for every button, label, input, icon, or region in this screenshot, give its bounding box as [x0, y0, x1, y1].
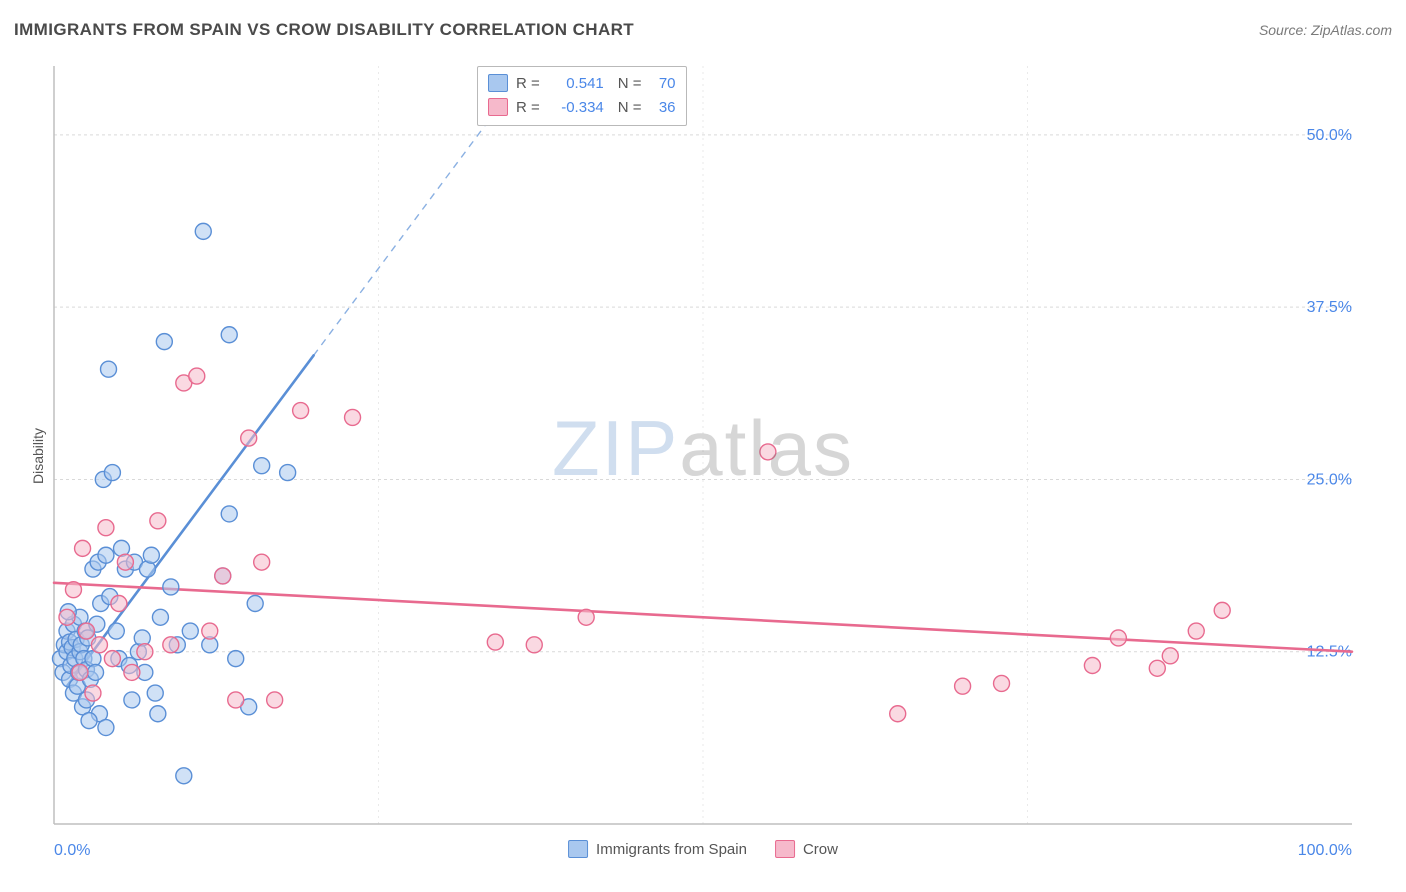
data-point	[91, 637, 107, 653]
y-axis-tick-label: 50.0%	[1307, 127, 1352, 144]
data-point	[293, 403, 309, 419]
data-point	[163, 637, 179, 653]
data-point	[85, 685, 101, 701]
data-point	[1162, 648, 1178, 664]
legend-swatch	[775, 840, 795, 858]
data-point	[280, 465, 296, 481]
data-point	[137, 644, 153, 660]
r-label: R =	[516, 99, 540, 116]
data-point	[150, 513, 166, 529]
data-point	[1084, 658, 1100, 674]
data-point	[98, 720, 114, 736]
data-point	[1110, 630, 1126, 646]
data-point	[228, 651, 244, 667]
data-point	[955, 678, 971, 694]
data-point	[156, 334, 172, 350]
data-point	[101, 361, 117, 377]
n-value: 70	[650, 75, 676, 92]
data-point	[1214, 602, 1230, 618]
data-point	[88, 664, 104, 680]
data-point	[267, 692, 283, 708]
data-point	[111, 595, 127, 611]
data-point	[578, 609, 594, 625]
correlation-stats-box: R = 0.541 N = 70 R = -0.334 N = 36	[477, 66, 687, 126]
data-point	[59, 609, 75, 625]
data-point	[760, 444, 776, 460]
data-point	[143, 547, 159, 563]
data-point	[98, 547, 114, 563]
data-point	[254, 554, 270, 570]
scatter-chart-svg: 12.5%25.0%37.5%50.0%	[14, 56, 1392, 856]
data-point	[890, 706, 906, 722]
data-point	[163, 579, 179, 595]
data-point	[1149, 660, 1165, 676]
r-value: 0.541	[548, 75, 604, 92]
data-point	[254, 458, 270, 474]
data-point	[247, 595, 263, 611]
x-axis-tick-min: 0.0%	[54, 842, 90, 860]
data-point	[1188, 623, 1204, 639]
data-point	[152, 609, 168, 625]
data-point	[228, 692, 244, 708]
data-point	[65, 582, 81, 598]
chart-source: Source: ZipAtlas.com	[1259, 22, 1392, 38]
n-label: N =	[618, 75, 642, 92]
n-label: N =	[618, 99, 642, 116]
data-point	[124, 664, 140, 680]
chart-header: IMMIGRANTS FROM SPAIN VS CROW DISABILITY…	[14, 20, 1392, 48]
data-point	[104, 465, 120, 481]
series-legend: Immigrants from Spain Crow	[568, 840, 838, 858]
legend-swatch	[488, 98, 508, 116]
data-point	[526, 637, 542, 653]
data-point	[147, 685, 163, 701]
data-point	[215, 568, 231, 584]
data-point	[189, 368, 205, 384]
chart-title: IMMIGRANTS FROM SPAIN VS CROW DISABILITY…	[14, 20, 634, 39]
stats-row: R = -0.334 N = 36	[488, 95, 676, 119]
data-point	[182, 623, 198, 639]
legend-item-crow: Crow	[775, 840, 838, 858]
data-point	[345, 409, 361, 425]
data-point	[241, 430, 257, 446]
data-point	[994, 675, 1010, 691]
data-point	[221, 327, 237, 343]
data-point	[150, 706, 166, 722]
data-point	[487, 634, 503, 650]
n-value: 36	[650, 99, 676, 116]
y-axis-tick-label: 25.0%	[1307, 471, 1352, 488]
data-point	[176, 768, 192, 784]
r-label: R =	[516, 75, 540, 92]
y-axis-tick-label: 37.5%	[1307, 299, 1352, 316]
data-point	[78, 623, 94, 639]
data-point	[202, 623, 218, 639]
stats-row: R = 0.541 N = 70	[488, 71, 676, 95]
legend-swatch	[488, 74, 508, 92]
data-point	[124, 692, 140, 708]
r-value: -0.334	[548, 99, 604, 116]
legend-item-spain: Immigrants from Spain	[568, 840, 747, 858]
data-point	[72, 664, 88, 680]
data-point	[98, 520, 114, 536]
legend-label: Immigrants from Spain	[596, 841, 747, 858]
data-point	[108, 623, 124, 639]
chart-area: Disability 12.5%25.0%37.5%50.0% ZIPatlas…	[14, 56, 1392, 856]
legend-swatch	[568, 840, 588, 858]
x-axis-tick-max: 100.0%	[1298, 842, 1352, 860]
data-point	[221, 506, 237, 522]
data-point	[75, 540, 91, 556]
y-axis-label: Disability	[30, 428, 46, 484]
data-point	[117, 554, 133, 570]
legend-label: Crow	[803, 841, 838, 858]
data-point	[104, 651, 120, 667]
data-point	[195, 223, 211, 239]
data-point	[81, 713, 97, 729]
